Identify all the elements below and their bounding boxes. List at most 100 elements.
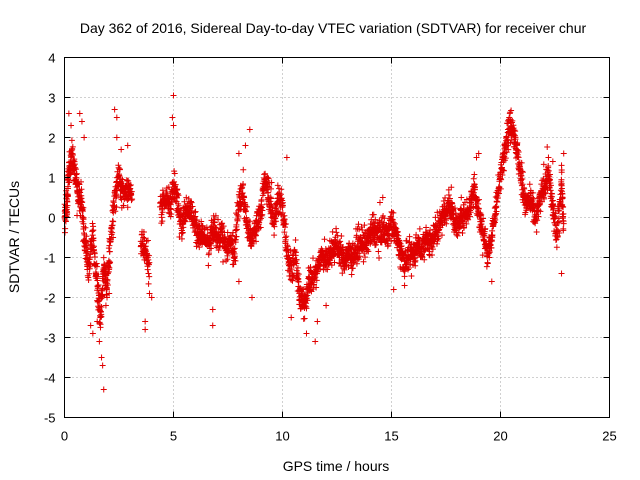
data-point	[232, 239, 239, 246]
data-point	[482, 225, 489, 232]
data-point	[257, 224, 264, 231]
data-point	[333, 229, 340, 236]
x-tick-labels: 0 5 10 15 20 25	[61, 429, 617, 444]
data-point	[104, 270, 111, 277]
data-point	[535, 213, 542, 220]
data-point	[510, 122, 517, 129]
data-point	[509, 117, 516, 124]
data-point	[144, 237, 151, 244]
data-point	[146, 259, 153, 266]
data-point	[412, 254, 419, 261]
data-point	[62, 218, 69, 225]
data-point	[95, 282, 102, 289]
data-point	[106, 264, 113, 271]
data-point	[264, 183, 271, 190]
data-point	[514, 147, 521, 154]
data-point	[394, 228, 401, 235]
data-point	[127, 181, 134, 188]
data-point	[442, 194, 449, 201]
data-point	[235, 278, 242, 285]
data-point	[111, 106, 118, 113]
data-point	[502, 155, 509, 162]
data-point	[537, 208, 544, 215]
data-point	[243, 203, 250, 210]
data-point	[292, 237, 299, 244]
data-point	[221, 233, 228, 240]
data-point	[174, 191, 181, 198]
data-point	[459, 230, 466, 237]
data-point	[264, 174, 271, 181]
data-point	[560, 227, 567, 234]
data-point	[401, 282, 408, 289]
data-point	[518, 172, 525, 179]
data-point	[68, 137, 75, 144]
data-point	[515, 154, 522, 161]
data-point	[205, 262, 212, 269]
data-point	[193, 217, 200, 224]
data-point	[303, 305, 310, 312]
chart-title: Day 362 of 2016, Sidereal Day-to-day VTE…	[80, 20, 587, 36]
data-point	[94, 275, 101, 282]
data-point	[273, 207, 280, 214]
data-point	[406, 233, 413, 240]
data-point	[445, 191, 452, 198]
data-point	[421, 256, 428, 263]
data-point	[140, 234, 147, 241]
data-point	[168, 199, 175, 206]
data-point	[106, 248, 113, 255]
data-point	[215, 216, 222, 223]
data-point	[171, 170, 178, 177]
data-point	[284, 243, 291, 250]
data-point	[467, 209, 474, 216]
data-point	[477, 211, 484, 218]
data-point	[559, 195, 566, 202]
data-point	[506, 114, 513, 121]
data-point	[68, 122, 75, 129]
data-point	[553, 222, 560, 229]
data-point	[100, 386, 107, 393]
data-point	[279, 202, 286, 209]
data-point	[483, 263, 490, 270]
data-point	[179, 229, 186, 236]
y-tick-label: 3	[48, 91, 55, 106]
data-point	[376, 254, 383, 261]
data-point	[304, 292, 311, 299]
data-point	[107, 259, 114, 266]
data-point	[301, 315, 308, 322]
data-point	[529, 189, 536, 196]
data-point	[362, 254, 369, 261]
data-point	[486, 254, 493, 261]
data-point	[231, 253, 238, 260]
data-point	[331, 259, 338, 266]
y-tick-label: -4	[44, 371, 56, 386]
data-point	[259, 207, 266, 214]
data-point	[293, 260, 300, 267]
data-point	[281, 216, 288, 223]
data-point	[401, 268, 408, 275]
data-point	[497, 185, 504, 192]
data-point	[158, 214, 165, 221]
data-point	[258, 201, 265, 208]
data-point	[372, 241, 379, 248]
data-point	[379, 194, 386, 201]
data-point	[170, 92, 177, 99]
data-point	[208, 245, 215, 252]
data-point	[473, 154, 480, 161]
data-point	[303, 300, 310, 307]
data-point	[212, 212, 219, 219]
data-point	[452, 205, 459, 212]
data-point	[246, 218, 253, 225]
data-point	[337, 238, 344, 245]
data-point	[312, 338, 319, 345]
data-point	[471, 171, 478, 178]
data-point	[94, 318, 101, 325]
data-point	[478, 218, 485, 225]
data-point	[294, 264, 301, 271]
data-point	[178, 235, 185, 242]
x-tick-label: 5	[170, 429, 177, 444]
data-point	[78, 186, 85, 193]
data-point	[168, 211, 175, 218]
y-tick-label: -1	[44, 251, 56, 266]
data-point	[494, 198, 501, 205]
